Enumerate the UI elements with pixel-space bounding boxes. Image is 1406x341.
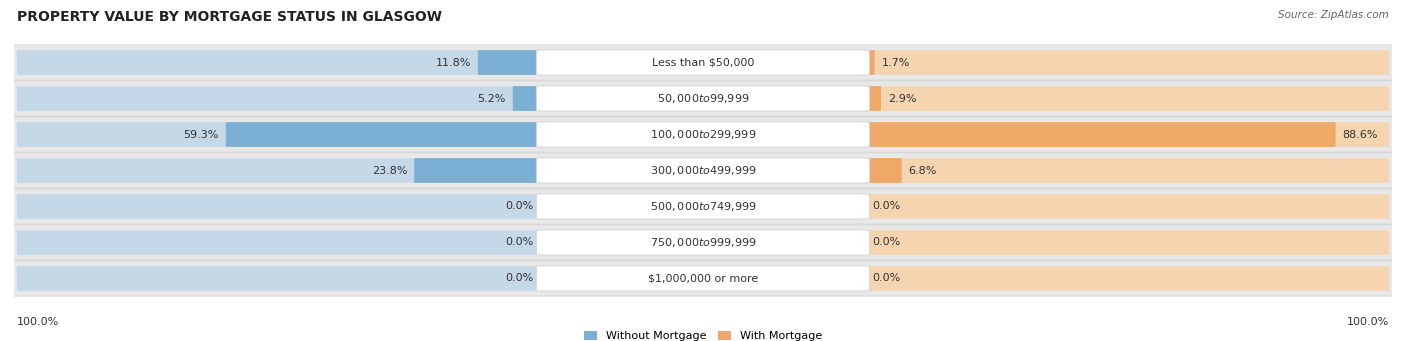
FancyBboxPatch shape xyxy=(536,266,870,291)
FancyBboxPatch shape xyxy=(513,86,548,111)
Text: 0.0%: 0.0% xyxy=(505,237,533,248)
FancyBboxPatch shape xyxy=(0,81,1406,116)
FancyBboxPatch shape xyxy=(536,158,870,183)
FancyBboxPatch shape xyxy=(536,50,870,75)
FancyBboxPatch shape xyxy=(0,261,1406,296)
Text: 0.0%: 0.0% xyxy=(873,273,901,283)
FancyBboxPatch shape xyxy=(17,158,548,183)
Text: 100.0%: 100.0% xyxy=(1347,317,1389,327)
FancyBboxPatch shape xyxy=(0,117,1406,152)
FancyBboxPatch shape xyxy=(536,194,870,219)
Text: $100,000 to $299,999: $100,000 to $299,999 xyxy=(650,128,756,141)
FancyBboxPatch shape xyxy=(858,266,1389,291)
FancyBboxPatch shape xyxy=(0,45,1406,80)
Text: Source: ZipAtlas.com: Source: ZipAtlas.com xyxy=(1278,10,1389,20)
Text: PROPERTY VALUE BY MORTGAGE STATUS IN GLASGOW: PROPERTY VALUE BY MORTGAGE STATUS IN GLA… xyxy=(17,10,441,24)
Text: $300,000 to $499,999: $300,000 to $499,999 xyxy=(650,164,756,177)
FancyBboxPatch shape xyxy=(858,122,1389,147)
FancyBboxPatch shape xyxy=(858,158,901,183)
FancyBboxPatch shape xyxy=(226,122,548,147)
Text: Less than $50,000: Less than $50,000 xyxy=(652,58,754,68)
Text: $1,000,000 or more: $1,000,000 or more xyxy=(648,273,758,283)
Text: 100.0%: 100.0% xyxy=(17,317,59,327)
FancyBboxPatch shape xyxy=(0,225,1406,260)
FancyBboxPatch shape xyxy=(17,50,548,75)
Text: 59.3%: 59.3% xyxy=(184,130,219,139)
Legend: Without Mortgage, With Mortgage: Without Mortgage, With Mortgage xyxy=(583,331,823,341)
Text: 2.9%: 2.9% xyxy=(887,93,917,104)
FancyBboxPatch shape xyxy=(536,122,870,147)
FancyBboxPatch shape xyxy=(858,194,1389,219)
FancyBboxPatch shape xyxy=(17,230,548,255)
FancyBboxPatch shape xyxy=(858,86,882,111)
FancyBboxPatch shape xyxy=(858,50,1389,75)
FancyBboxPatch shape xyxy=(17,194,548,219)
FancyBboxPatch shape xyxy=(858,230,1389,255)
Text: 1.7%: 1.7% xyxy=(882,58,910,68)
FancyBboxPatch shape xyxy=(17,266,548,291)
Text: 11.8%: 11.8% xyxy=(436,58,471,68)
FancyBboxPatch shape xyxy=(858,86,1389,111)
Text: 0.0%: 0.0% xyxy=(873,202,901,211)
FancyBboxPatch shape xyxy=(17,122,548,147)
FancyBboxPatch shape xyxy=(17,86,548,111)
FancyBboxPatch shape xyxy=(415,158,548,183)
FancyBboxPatch shape xyxy=(0,153,1406,188)
Text: 23.8%: 23.8% xyxy=(371,165,408,176)
FancyBboxPatch shape xyxy=(478,50,548,75)
Text: 5.2%: 5.2% xyxy=(478,93,506,104)
Text: $750,000 to $999,999: $750,000 to $999,999 xyxy=(650,236,756,249)
Text: 6.8%: 6.8% xyxy=(908,165,936,176)
Text: 0.0%: 0.0% xyxy=(505,273,533,283)
Text: $500,000 to $749,999: $500,000 to $749,999 xyxy=(650,200,756,213)
Text: 0.0%: 0.0% xyxy=(505,202,533,211)
FancyBboxPatch shape xyxy=(858,122,1336,147)
Text: 88.6%: 88.6% xyxy=(1343,130,1378,139)
FancyBboxPatch shape xyxy=(858,50,875,75)
FancyBboxPatch shape xyxy=(858,158,1389,183)
Text: 0.0%: 0.0% xyxy=(873,237,901,248)
FancyBboxPatch shape xyxy=(0,189,1406,224)
FancyBboxPatch shape xyxy=(536,230,870,255)
FancyBboxPatch shape xyxy=(536,86,870,111)
Text: $50,000 to $99,999: $50,000 to $99,999 xyxy=(657,92,749,105)
